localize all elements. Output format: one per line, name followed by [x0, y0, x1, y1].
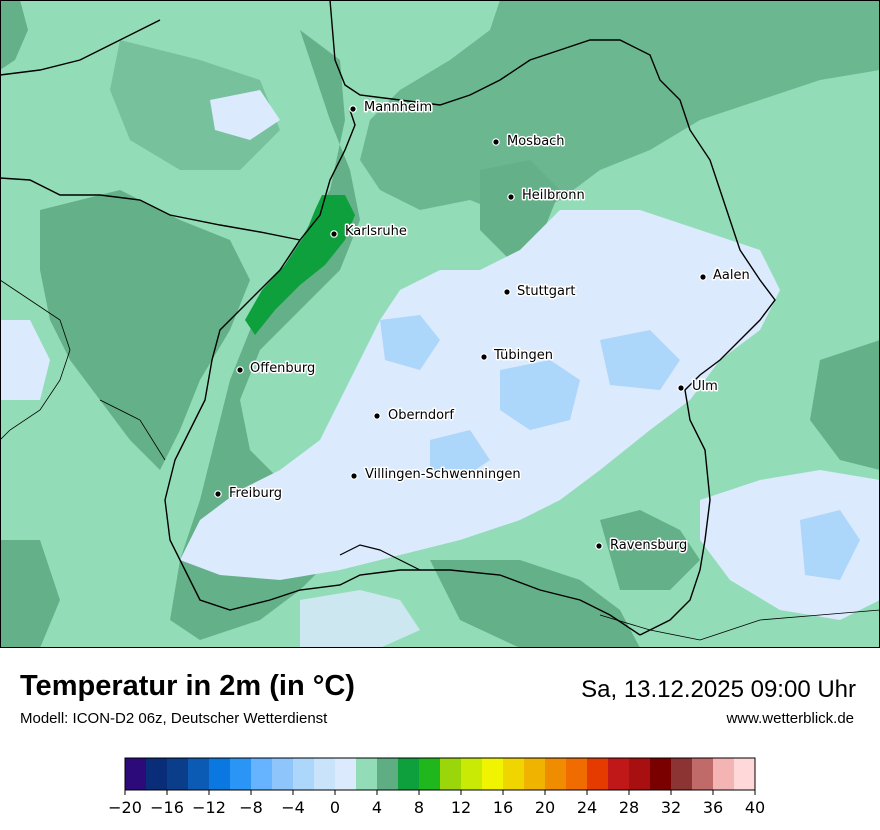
legend-swatch	[125, 758, 147, 790]
legend-tick-label: 32	[661, 798, 681, 817]
legend-tick-label: 28	[619, 798, 639, 817]
legend-swatch	[545, 758, 567, 790]
legend-tick-label: 8	[414, 798, 424, 817]
city-label: Freiburg	[229, 486, 282, 501]
borders	[0, 0, 880, 641]
legend-swatch	[230, 758, 252, 790]
legend-swatch	[209, 758, 231, 790]
legend-swatch	[356, 758, 378, 790]
legend-tick-label: 24	[577, 798, 597, 817]
legend-swatch	[650, 758, 672, 790]
valid-datetime: Sa, 13.12.2025 09:00 Uhr	[581, 676, 856, 703]
legend-swatch	[524, 758, 546, 790]
city-markers: Mannheim Mosbach Heilbronn Karlsruhe Aal…	[214, 99, 751, 555]
city-karlsruhe[interactable]: Karlsruhe	[330, 223, 408, 241]
city-label: Ulm	[692, 379, 718, 394]
city-label: Karlsruhe	[345, 224, 407, 239]
legend-swatch	[272, 758, 294, 790]
zone-0-2	[0, 90, 880, 648]
city-label: Villingen-Schwenningen	[365, 467, 521, 482]
legend-frame	[124, 757, 756, 791]
city-label: Ravensburg	[610, 538, 687, 553]
city-mosbach[interactable]: Mosbach	[492, 133, 566, 151]
city-tuebingen[interactable]: Tübingen	[480, 347, 555, 365]
legend-tick-label: 12	[451, 798, 471, 817]
zone-4-6	[0, 0, 880, 648]
city-label: Offenburg	[250, 361, 315, 376]
legend-swatches	[125, 758, 756, 790]
legend-tick-label: −8	[239, 798, 263, 817]
zone-6-8	[245, 195, 355, 335]
city-heilbronn[interactable]: Heilbronn	[507, 187, 586, 205]
legend-swatch	[419, 758, 441, 790]
city-label: Stuttgart	[517, 284, 575, 299]
city-aalen[interactable]: Aalen	[699, 267, 751, 285]
color-scale-legend: −20 −16 −12 −8 −4 0 4 8 12 16 20 24 28 32 36 40	[108, 757, 765, 817]
legend-swatch	[461, 758, 483, 790]
city-label: Oberndorf	[388, 408, 454, 423]
legend-tick-label: 0	[330, 798, 340, 817]
legend-swatch	[566, 758, 588, 790]
legend-swatch	[251, 758, 273, 790]
legend-swatch	[692, 758, 714, 790]
legend-swatch	[713, 758, 735, 790]
legend-tick-label: −16	[150, 798, 184, 817]
city-ulm[interactable]: Ulm	[677, 378, 719, 396]
legend-swatch	[314, 758, 336, 790]
city-offenburg[interactable]: Offenburg	[236, 360, 317, 378]
legend-swatch	[398, 758, 420, 790]
website-link[interactable]: www.wetterblick.de	[726, 710, 854, 727]
legend-swatch	[440, 758, 462, 790]
legend-swatch	[335, 758, 357, 790]
legend-tick-label: −4	[281, 798, 305, 817]
legend-swatch	[503, 758, 525, 790]
legend-swatch	[608, 758, 630, 790]
legend-swatch	[734, 758, 756, 790]
legend-swatch	[167, 758, 189, 790]
city-mannheim[interactable]: Mannheim	[349, 99, 434, 117]
city-label: Tübingen	[493, 348, 553, 363]
legend-tick-label: 36	[703, 798, 723, 817]
legend-swatch	[188, 758, 210, 790]
map-title: Temperatur in 2m (in °C)	[20, 670, 355, 702]
city-oberndorf[interactable]: Oberndorf	[373, 407, 456, 425]
legend-swatch	[293, 758, 315, 790]
temperature-map: Mannheim Mosbach Heilbronn Karlsruhe Aal…	[0, 0, 880, 648]
city-label: Heilbronn	[522, 188, 585, 203]
zone-minus2-0	[380, 315, 860, 580]
city-ravensburg[interactable]: Ravensburg	[595, 537, 689, 555]
legend-swatch	[146, 758, 168, 790]
legend-swatch	[377, 758, 399, 790]
model-credit: Modell: ICON-D2 06z, Deutscher Wetterdie…	[20, 710, 328, 727]
legend-tick-label: 4	[372, 798, 382, 817]
city-label: Mannheim	[364, 100, 432, 115]
legend-swatch	[671, 758, 693, 790]
legend-tick-label: 20	[535, 798, 555, 817]
legend-tick-label: 16	[493, 798, 513, 817]
legend-swatch	[482, 758, 504, 790]
legend-swatch	[587, 758, 609, 790]
legend-tick-label: −12	[192, 798, 226, 817]
legend-tick-label: −20	[108, 798, 142, 817]
legend-swatch	[629, 758, 651, 790]
legend-ticks: −20 −16 −12 −8 −4 0 4 8 12 16 20 24 28 32 36 40	[108, 790, 765, 817]
legend-tick-label: 40	[745, 798, 765, 817]
city-label: Mosbach	[507, 134, 565, 149]
city-freiburg[interactable]: Freiburg	[214, 485, 284, 503]
city-villingen-schwenningen[interactable]: Villingen-Schwenningen	[350, 466, 522, 484]
city-label: Aalen	[713, 268, 750, 283]
city-stuttgart[interactable]: Stuttgart	[503, 283, 577, 301]
